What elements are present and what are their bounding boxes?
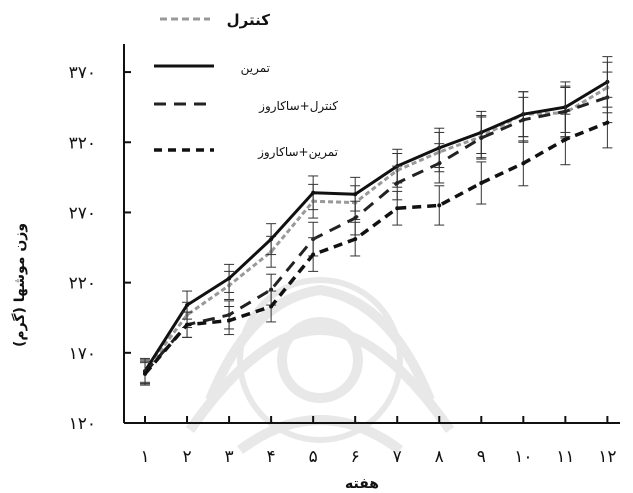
data-point	[353, 216, 358, 221]
data-point	[353, 237, 358, 242]
y-tick-label: ۱۷۰	[69, 344, 96, 364]
data-point	[479, 136, 484, 141]
x-tick-labels: ۱ ۲ ۳ ۴ ۵ ۶ ۷ ۸ ۹ ۱۰ ۱۱ ۱۲	[140, 416, 617, 467]
data-point	[479, 180, 484, 185]
x-tick-label: ۲	[182, 447, 191, 467]
legend-top: کنترل	[160, 11, 270, 29]
series-line	[143, 95, 608, 374]
series-line	[143, 86, 609, 372]
data-point	[311, 190, 316, 195]
data-point	[521, 117, 526, 122]
x-axis-title: هفته	[345, 476, 379, 492]
y-tick-label: ۱۲۰	[69, 414, 96, 434]
data-point	[395, 180, 400, 185]
legend-label-control-sucrose: کنترل+ساکاروز	[258, 99, 338, 114]
x-tick-label: ۳	[225, 447, 234, 467]
x-tick-label: ۱۰	[514, 447, 532, 467]
data-point	[353, 192, 358, 197]
y-tick-labels: ۱۲۰ ۱۷۰ ۲۲۰ ۲۷۰ ۳۲۰ ۳۷۰	[69, 63, 131, 434]
y-axis-title: وزن موشها (گرم)	[11, 223, 28, 347]
legend-top-label: کنترل	[227, 11, 271, 29]
x-tick-label: ۵	[309, 447, 318, 467]
x-tick-label: ۶	[351, 447, 360, 467]
data-point	[563, 137, 568, 142]
legend-label-exercise-sucrose: تمرین+ساکاروز	[257, 145, 338, 160]
series-3	[140, 96, 613, 386]
y-tick-label: ۲۲۰	[69, 274, 96, 294]
x-tick-label: ۴	[267, 447, 276, 467]
watermark-emblem	[185, 277, 455, 455]
x-tick-label: ۷	[393, 447, 402, 467]
data-point	[437, 203, 442, 208]
data-point	[185, 322, 190, 327]
x-tick-label: ۱۱	[556, 447, 574, 467]
y-tick-label: ۳۷۰	[69, 63, 96, 83]
data-point	[227, 318, 232, 323]
y-tick-label: ۳۲۰	[69, 133, 96, 153]
x-tick-label: ۸	[435, 447, 444, 467]
legend-inner: تمرین کنترل+ساکاروز تمرین+ساکاروز	[154, 61, 338, 160]
data-point	[269, 237, 274, 242]
data-point	[605, 120, 610, 125]
series-2	[140, 71, 613, 385]
x-tick-label: ۱۲	[598, 447, 616, 467]
series-line	[143, 80, 609, 372]
y-tick-label: ۲۷۰	[69, 203, 96, 223]
series-line	[143, 120, 609, 376]
x-tick-label: ۱	[140, 447, 149, 467]
data-point	[395, 206, 400, 211]
series-layer	[140, 56, 613, 386]
x-tick-label: ۹	[477, 447, 486, 467]
series-1	[140, 56, 613, 385]
data-point	[143, 371, 148, 376]
data-point	[311, 252, 316, 257]
data-point	[521, 161, 526, 166]
data-point	[437, 161, 442, 166]
data-point	[227, 276, 232, 281]
data-point	[269, 304, 274, 309]
data-point	[185, 303, 190, 308]
legend-label-exercise: تمرین	[241, 61, 270, 76]
data-point	[563, 109, 568, 114]
